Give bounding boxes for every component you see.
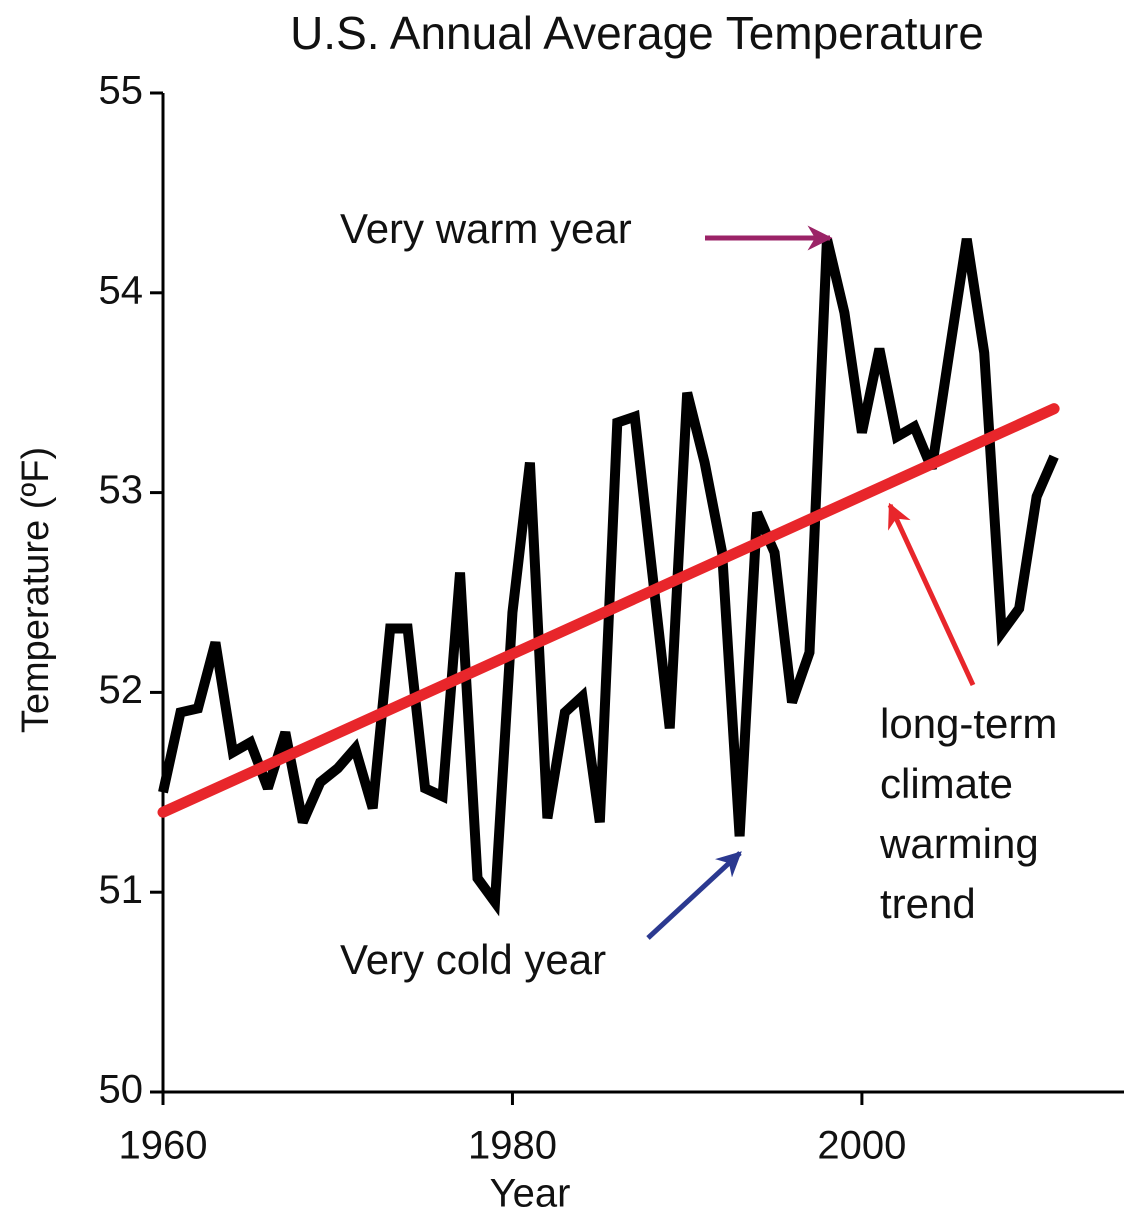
y-tick-label: 54 [99, 268, 144, 312]
y-tick-label: 52 [99, 668, 144, 712]
annotation: warming [879, 820, 1039, 867]
annotation: trend [880, 880, 976, 927]
trend-line [157, 403, 1060, 818]
y-axis-label: Temperature (ºF) [15, 447, 57, 733]
data-line [158, 237, 1059, 917]
chart-title: U.S. Annual Average Temperature [290, 7, 984, 59]
x-tick-label: 1960 [119, 1124, 208, 1168]
y-tick-label: 53 [99, 468, 144, 512]
y-tick-label: 51 [99, 868, 144, 912]
x-tick-label: 2000 [817, 1124, 906, 1168]
annotation-arrow [887, 502, 976, 687]
y-tick-label: 50 [99, 1068, 144, 1112]
annotation: Very warm year [340, 205, 632, 252]
annotation: climate [880, 760, 1013, 807]
x-axis-label: Year [490, 1172, 571, 1216]
annotation: long-term [880, 700, 1057, 747]
annotation: Very cold year [340, 936, 606, 983]
x-tick-label: 1980 [468, 1124, 557, 1168]
annotation-arrow [646, 851, 742, 940]
y-tick-label: 55 [99, 69, 144, 113]
